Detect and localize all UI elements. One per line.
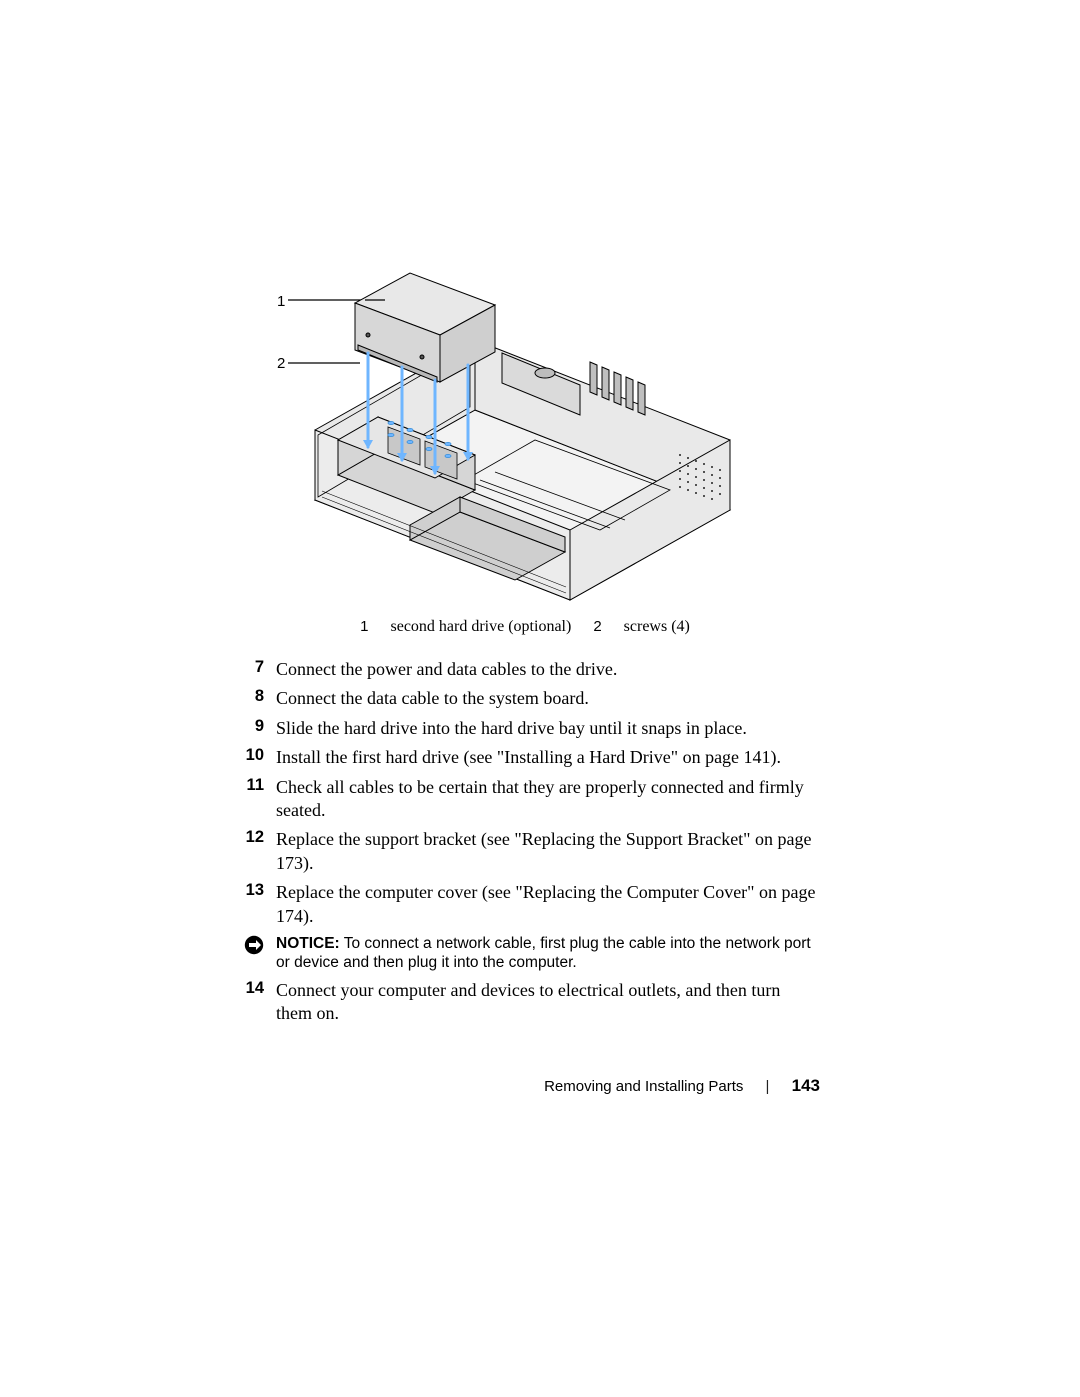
step-text: Slide the hard drive into the hard drive…: [276, 717, 747, 740]
notice-label: NOTICE:: [276, 935, 340, 952]
callout-2: 2: [277, 355, 285, 372]
step-item: 11 Check all cables to be certain that t…: [230, 776, 820, 823]
step-item: 14 Connect your computer and devices to …: [230, 979, 820, 1026]
notice-body: To connect a network cable, first plug t…: [276, 935, 811, 971]
step-number: 7: [230, 658, 276, 677]
legend-2-text: screws (4): [624, 618, 690, 636]
step-item: 7 Connect the power and data cables to t…: [230, 658, 820, 681]
step-text: Replace the computer cover (see "Replaci…: [276, 881, 820, 928]
step-number: 12: [230, 828, 276, 847]
figure-legend: 1 second hard drive (optional) 2 screws …: [230, 618, 820, 636]
legend-1-num: 1: [360, 618, 368, 635]
step-item: 13 Replace the computer cover (see "Repl…: [230, 881, 820, 928]
step-item: 8 Connect the data cable to the system b…: [230, 687, 820, 710]
footer-page-number: 143: [792, 1076, 820, 1095]
step-item: 9 Slide the hard drive into the hard dri…: [230, 717, 820, 740]
footer-section: Removing and Installing Parts: [544, 1078, 743, 1095]
page: 1 2: [0, 0, 1080, 1397]
step-number: 8: [230, 687, 276, 706]
page-footer: Removing and Installing Parts | 143: [230, 1076, 820, 1096]
content-area: 1 2: [230, 265, 820, 1031]
notice-text: NOTICE: To connect a network cable, firs…: [276, 934, 820, 973]
step-number: 10: [230, 746, 276, 765]
step-number: 11: [230, 776, 276, 795]
figure-hard-drive-install: 1 2: [270, 265, 740, 610]
step-number: 14: [230, 979, 276, 998]
chassis-illustration: [270, 265, 740, 610]
step-item: 10 Install the first hard drive (see "In…: [230, 746, 820, 769]
step-list-continued: 14 Connect your computer and devices to …: [230, 979, 820, 1026]
notice-block: NOTICE: To connect a network cable, firs…: [230, 934, 820, 973]
step-number: 13: [230, 881, 276, 900]
step-text: Connect your computer and devices to ele…: [276, 979, 820, 1026]
footer-separator: |: [748, 1078, 788, 1095]
step-text: Replace the support bracket (see "Replac…: [276, 828, 820, 875]
step-number: 9: [230, 717, 276, 736]
step-list: 7 Connect the power and data cables to t…: [230, 658, 820, 928]
legend-2-num: 2: [593, 618, 601, 635]
legend-1-text: second hard drive (optional): [390, 618, 571, 636]
callout-1: 1: [277, 293, 285, 310]
step-item: 12 Replace the support bracket (see "Rep…: [230, 828, 820, 875]
step-text: Install the first hard drive (see "Insta…: [276, 746, 781, 769]
step-text: Connect the power and data cables to the…: [276, 658, 617, 681]
notice-arrow-icon: [230, 934, 276, 960]
step-text: Check all cables to be certain that they…: [276, 776, 820, 823]
step-text: Connect the data cable to the system boa…: [276, 687, 589, 710]
